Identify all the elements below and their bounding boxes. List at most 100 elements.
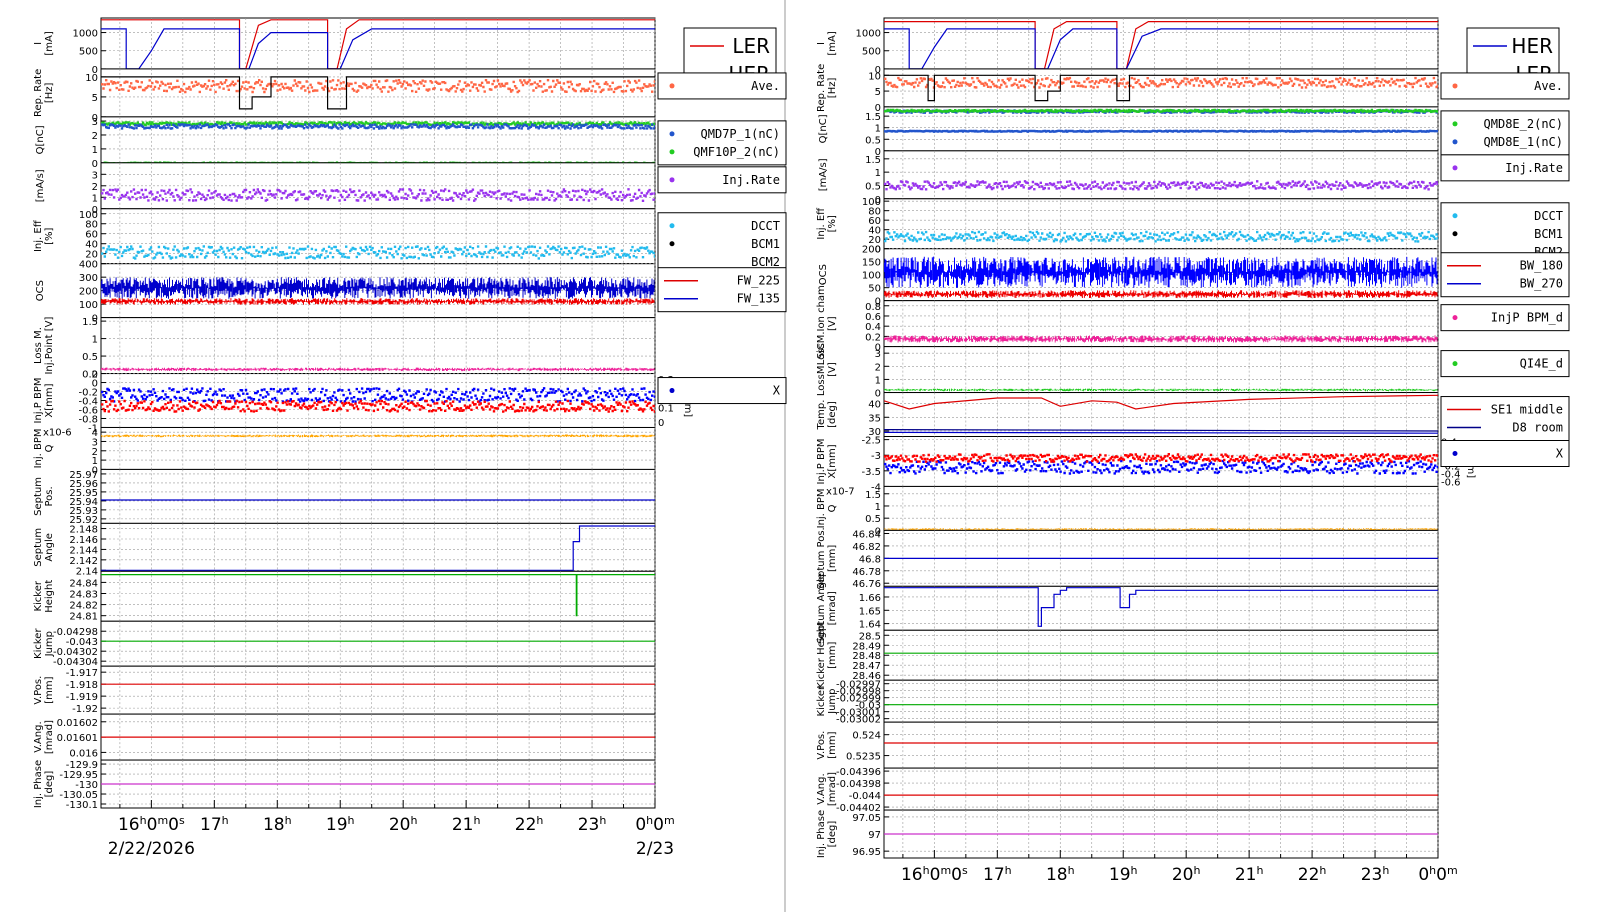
legend-label: DCCT xyxy=(1534,209,1563,223)
panel-frame xyxy=(100,426,656,470)
legend: DCCT BCM1 BCM2 xyxy=(657,212,787,276)
x-tick-unit: m xyxy=(1447,864,1458,877)
x-tick-num: 0 xyxy=(930,865,941,885)
series-group xyxy=(884,108,1438,133)
y-axis-title: OCS xyxy=(818,264,829,285)
x-tick-label: 17h xyxy=(200,814,229,836)
y-title-line: [mrad] xyxy=(44,720,55,754)
series-group xyxy=(884,230,1438,243)
y-axis-title: Inj. Eff[%] xyxy=(33,219,55,252)
y-title-line: V.Ang. xyxy=(33,721,44,752)
y-tick-label: 150 xyxy=(862,258,881,269)
y-axis-title: V.Ang.[mrad] xyxy=(33,720,55,754)
legend-dot xyxy=(1452,139,1458,145)
y-axis-title: OCS xyxy=(35,280,46,301)
y-axis-title: Septum Pos.[mm] xyxy=(816,527,838,589)
y-tick-label: 0 xyxy=(92,113,98,124)
y-tick-label: 0 xyxy=(875,389,881,400)
panel-frame xyxy=(883,767,1439,811)
legend: X xyxy=(1440,440,1570,468)
panel-frame xyxy=(100,620,656,667)
panel-frame xyxy=(883,198,1439,250)
y-tick-label: -0.04302 xyxy=(53,647,98,658)
x-date-end: 2/23 xyxy=(636,839,674,859)
x-tick-num: 17 xyxy=(200,815,222,835)
legend-label: SE1 middle xyxy=(1491,403,1563,417)
legend-label: BCM1 xyxy=(751,237,780,251)
series-group xyxy=(884,74,1438,102)
y-tick-label: 0 xyxy=(92,159,98,170)
legend-dot xyxy=(1452,315,1458,321)
y-tick-label: 3 xyxy=(92,117,98,128)
x-tick-label: 16h0m0s xyxy=(118,814,185,836)
x-tick-unit: h xyxy=(473,814,480,827)
y-tick-label: 1 xyxy=(875,502,881,513)
panel-frame xyxy=(883,679,1439,723)
legend-label: Inj.Rate xyxy=(722,173,780,187)
series-band xyxy=(884,528,1438,531)
y-axis-title: KickerHeight xyxy=(33,580,55,613)
y-tick-label: -0.04298 xyxy=(53,627,98,638)
series-scatter xyxy=(884,180,1438,191)
y-title-line: Rep. Rate xyxy=(33,69,44,117)
right-tick-label: 0.1 xyxy=(658,404,674,415)
series-line xyxy=(884,429,1438,432)
x-tick-unit: h xyxy=(1068,864,1075,877)
legend-dot xyxy=(669,83,675,89)
y-axis-title: V.Pos.[mm] xyxy=(816,731,838,760)
series-band xyxy=(101,434,655,438)
series-group xyxy=(884,335,1438,343)
y-tick-label: 10 xyxy=(85,73,98,84)
y-title-line: Inj. Eff xyxy=(816,207,827,240)
y-tick-label: 500 xyxy=(79,47,98,58)
x-tick-label: 22h xyxy=(515,814,544,836)
y-title-line: X[mm] xyxy=(44,383,55,417)
legend-box xyxy=(1440,154,1570,182)
legend-box xyxy=(657,212,787,276)
y-title-line: Temp. xyxy=(816,400,827,431)
x-tick-num: 20 xyxy=(389,815,411,835)
panel-12: 1.64 1.65 1.66 Septum Angle[mrad] xyxy=(816,573,1439,644)
panel-frame xyxy=(883,150,1439,200)
y-tick-label: 10 xyxy=(868,71,881,82)
y-tick-label: 40 xyxy=(868,400,881,411)
series-scatter xyxy=(101,188,655,202)
y-tick-label: 28.46 xyxy=(852,671,881,682)
x-tick-unit: s xyxy=(962,864,968,877)
y-tick-label: -130.1 xyxy=(66,800,98,811)
series-band xyxy=(884,388,1438,392)
y-axis-title: [mA/s] xyxy=(818,158,829,191)
legend: Inj.Rate xyxy=(1440,154,1570,182)
y-axis-title: Rep. Rate[Hz] xyxy=(816,64,838,112)
x-tick-unit: h xyxy=(140,814,147,827)
x-tick-unit: h xyxy=(411,814,418,827)
y-title-line: [%] xyxy=(827,215,838,232)
y-title-line: Kicker xyxy=(816,685,827,716)
y-title-line: I xyxy=(816,42,827,45)
y-tick-label: 1 xyxy=(92,335,98,346)
right-tick-label: 0 xyxy=(658,418,664,429)
y-tick-label: 1 xyxy=(875,375,881,386)
y-tick-label: 0.5 xyxy=(865,135,881,146)
series-group xyxy=(101,525,655,571)
legend-label: LER xyxy=(732,34,770,58)
panel-frame xyxy=(883,721,1439,769)
y-tick-label: 0.2 xyxy=(865,332,881,343)
y-axis-title: Q[nC] xyxy=(818,114,829,143)
y-tick-label: -130 xyxy=(75,780,98,791)
y-tick-label: 20 xyxy=(85,250,98,261)
y-title-line: [Hz] xyxy=(827,78,838,99)
y-tick-label: 1.5 xyxy=(865,112,881,123)
y-tick-label: 2.144 xyxy=(69,545,98,556)
x-tick-unit: m xyxy=(157,814,168,827)
legend-label: HER xyxy=(1511,34,1553,58)
series-scatter xyxy=(101,245,655,260)
y-tick-label: 1.5 xyxy=(865,490,881,501)
y-title-line: Kicker Height xyxy=(816,622,827,689)
y-tick-label: 80 xyxy=(868,207,881,218)
y-title-line: V.Pos. xyxy=(816,731,827,760)
y-tick-label: 500 xyxy=(862,47,881,58)
y-tick-label: 2 xyxy=(92,447,98,458)
